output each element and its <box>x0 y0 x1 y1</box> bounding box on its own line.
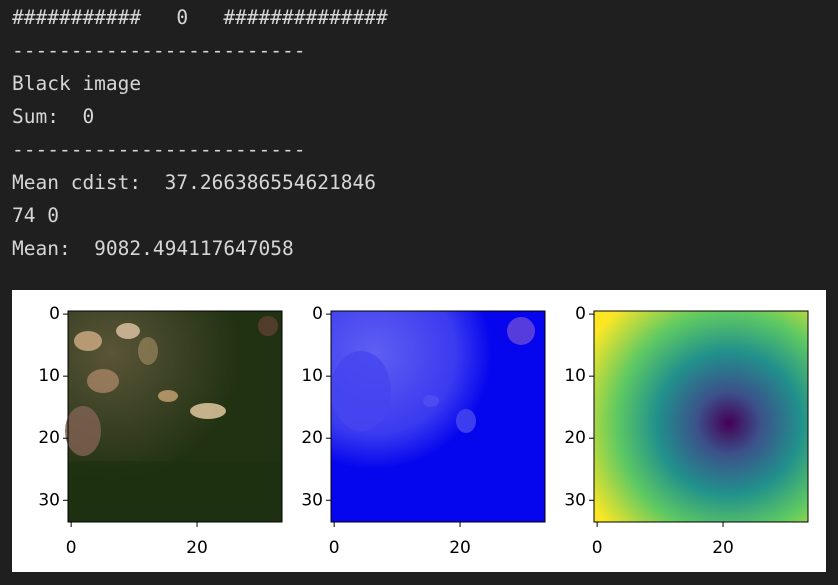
output-line: ------------------------- <box>12 39 306 62</box>
figure: 0 10 20 30 0 20 0 10 20 30 0 20 0 10 20 30 0 20 <box>12 290 826 572</box>
axes-frame <box>593 310 809 523</box>
image-blob <box>456 409 476 433</box>
image-blob <box>507 317 535 345</box>
output-line: Sum: 0 <box>12 105 95 128</box>
image-region <box>68 461 282 522</box>
axes-frame <box>67 310 283 523</box>
axes-frame <box>330 310 546 523</box>
output-line: 74 0 <box>12 204 59 227</box>
image-blob <box>190 403 226 419</box>
image-blob <box>74 331 102 351</box>
y-tick-label: 0 <box>49 304 60 324</box>
cell-output: ########### 0 ############## ------------… <box>12 4 388 268</box>
y-tick-label: 10 <box>301 366 323 386</box>
y-tick-label: 10 <box>38 366 60 386</box>
output-line: ########### 0 ############## <box>12 6 388 29</box>
y-tick-label: 30 <box>301 490 323 510</box>
y-tick-label: 30 <box>38 490 60 510</box>
panel-image <box>65 311 282 522</box>
x-tick-label: 20 <box>712 538 734 558</box>
y-tick-label: 0 <box>312 304 323 324</box>
image-blob <box>116 323 140 339</box>
image-blob <box>65 406 101 456</box>
image-blob <box>158 390 178 402</box>
y-tick-label: 10 <box>564 366 586 386</box>
output-line: ------------------------- <box>12 138 306 161</box>
panel-image <box>331 311 545 522</box>
panel-image <box>594 311 808 522</box>
x-tick-label: 20 <box>186 538 208 558</box>
image <box>594 311 808 522</box>
image-blob <box>331 351 391 431</box>
y-tick-label: 20 <box>564 428 586 448</box>
output-line: Black image <box>12 72 142 95</box>
x-tick-label: 20 <box>449 538 471 558</box>
output-line: Mean: 9082.494117647058 <box>12 237 294 260</box>
y-tick-label: 0 <box>575 304 586 324</box>
image-blob <box>87 369 119 393</box>
y-tick-label: 30 <box>564 490 586 510</box>
output-line: Mean cdist: 37.266386554621846 <box>12 171 376 194</box>
y-tick-label: 20 <box>301 428 323 448</box>
y-tick-label: 20 <box>38 428 60 448</box>
x-tick-label: 0 <box>329 538 340 558</box>
image-blob <box>138 337 158 365</box>
x-tick-label: 0 <box>592 538 603 558</box>
image-blob <box>258 316 278 336</box>
x-tick-label: 0 <box>66 538 77 558</box>
image-blob <box>423 395 439 407</box>
